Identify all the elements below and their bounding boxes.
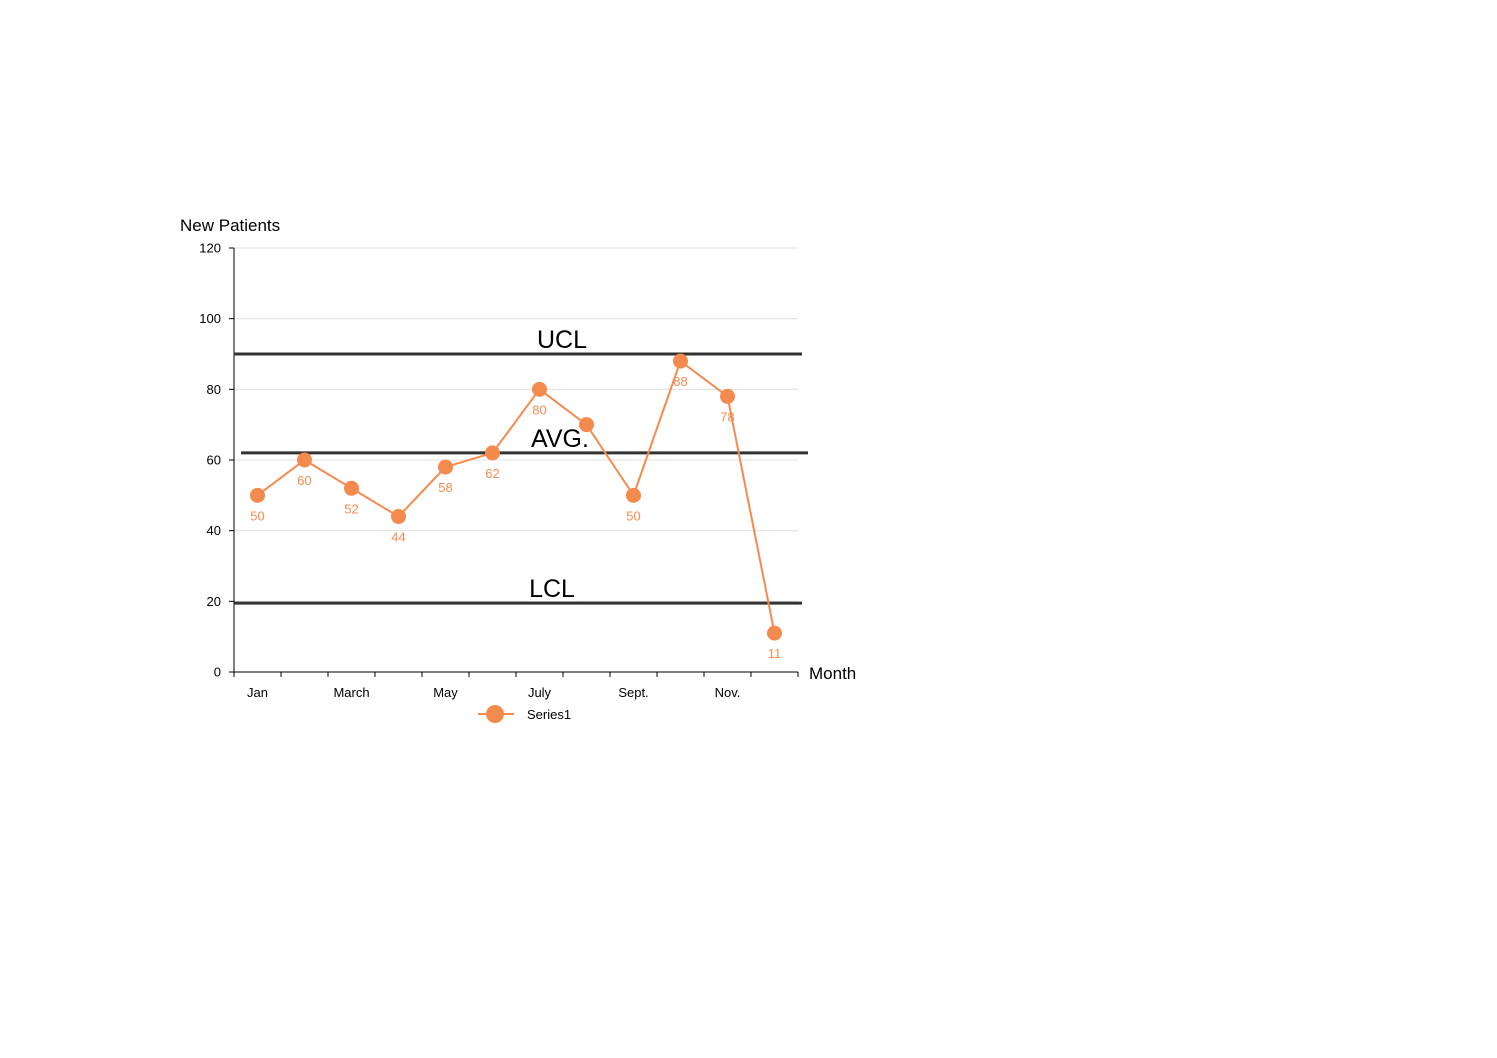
data-label: 44: [391, 530, 405, 545]
data-point: [391, 509, 406, 525]
x-tick-label: Sept.: [618, 685, 648, 700]
data-point: [485, 445, 500, 461]
data-point: [438, 459, 453, 475]
data-label: 11: [768, 646, 782, 661]
data-point: [532, 381, 547, 397]
legend: Series1: [478, 705, 571, 723]
data-point: [767, 625, 782, 641]
y-tick-label: 40: [207, 523, 221, 538]
y-tick-label: 120: [199, 241, 221, 256]
data-label: 88: [673, 374, 687, 389]
x-tick-label: March: [333, 685, 369, 700]
data-point: [250, 487, 265, 503]
data-point: [297, 452, 312, 468]
x-tick-label: July: [528, 685, 552, 700]
y-tick-label: 100: [199, 311, 221, 326]
x-tick-label: May: [433, 685, 458, 700]
data-point: [344, 480, 359, 496]
data-label: 58: [438, 480, 452, 495]
grid-lines: [234, 247, 798, 602]
y-tick-label: 0: [214, 665, 221, 680]
legend-marker: [486, 705, 504, 723]
control-label-bg: [526, 575, 578, 602]
x-axis-title: Month: [809, 664, 856, 683]
control-lines: UCL AVG. LCL: [234, 326, 808, 605]
data-label: 78: [720, 409, 734, 424]
axes: 0 20 40 60 80 100 120 Jan March May July Sept. Nov. N…: [180, 216, 856, 700]
data-point: [579, 417, 594, 433]
data-label: 50: [250, 508, 264, 523]
control-label-bg: [536, 326, 588, 352]
data-label: 60: [297, 473, 311, 488]
x-tick-label: Jan: [247, 685, 268, 700]
data-label: 62: [485, 466, 499, 481]
control-line-label: LCL: [529, 575, 575, 603]
y-tick-label: 60: [207, 453, 221, 468]
y-axis-title: New Patients: [180, 216, 280, 235]
series-layer: 50 60 52 44 58 62 80 50 88 78 11: [250, 353, 782, 661]
data-label: 80: [532, 402, 546, 417]
y-tick-label: 20: [207, 594, 221, 609]
x-tick-label: Nov.: [715, 685, 741, 700]
data-point: [626, 487, 641, 503]
data-point: [673, 353, 688, 369]
control-line-label: AVG.: [531, 425, 589, 453]
data-label: 50: [626, 508, 640, 523]
data-label: 52: [344, 501, 358, 516]
y-tick-label: 80: [207, 382, 221, 397]
control-line-label: UCL: [537, 326, 587, 354]
data-point: [720, 388, 735, 404]
series-line: [256, 359, 776, 634]
legend-label: Series1: [527, 707, 571, 722]
